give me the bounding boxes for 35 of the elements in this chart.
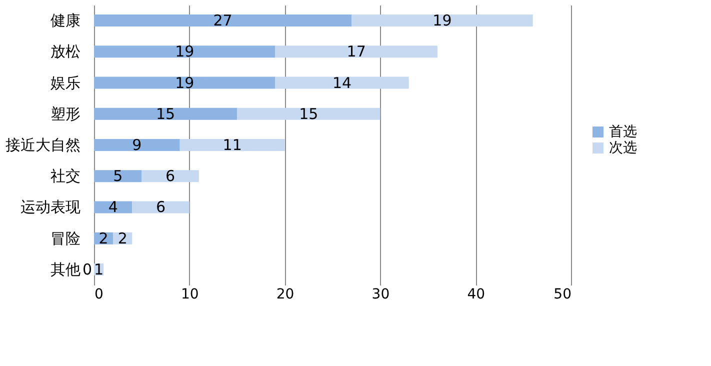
data-label: 6 <box>156 198 166 216</box>
data-label: 4 <box>108 198 118 216</box>
data-label: 2 <box>118 229 128 248</box>
y-tick-label: 社交 <box>50 167 80 186</box>
data-label: 11 <box>222 136 242 154</box>
data-label: 19 <box>175 42 194 61</box>
y-tick-label: 其他 <box>50 260 80 278</box>
x-tick-label: 20 <box>276 286 294 302</box>
data-label: 6 <box>166 167 176 186</box>
x-tick-label: 40 <box>467 286 486 302</box>
x-tick-label: 0 <box>94 286 104 302</box>
x-tick-label: 10 <box>180 286 199 302</box>
data-label: 9 <box>132 136 142 154</box>
y-tick-label: 塑形 <box>50 104 80 123</box>
data-label: 1 <box>94 260 104 278</box>
data-label: 2 <box>98 229 108 248</box>
data-label: 15 <box>156 104 176 123</box>
y-tick-label: 健康 <box>50 12 80 30</box>
x-tick-label: 50 <box>554 286 572 302</box>
data-label: 14 <box>332 74 352 92</box>
data-label: 5 <box>113 167 123 186</box>
data-label: 27 <box>213 12 232 30</box>
data-label: 17 <box>346 42 366 61</box>
y-tick-label: 娱乐 <box>50 74 80 92</box>
y-tick-label: 运动表现 <box>20 198 80 216</box>
legend-label: 首选 <box>609 124 637 140</box>
y-tick-label: 冒险 <box>50 229 80 248</box>
y-tick-label: 放松 <box>50 42 80 61</box>
x-tick-label: 30 <box>372 286 390 302</box>
data-label: 19 <box>175 74 194 92</box>
legend-label: 次选 <box>609 140 637 156</box>
data-label: 19 <box>432 12 452 30</box>
data-label: 0 <box>82 260 92 278</box>
y-tick-label: 接近大自然 <box>6 136 80 154</box>
data-label: 15 <box>299 104 318 123</box>
